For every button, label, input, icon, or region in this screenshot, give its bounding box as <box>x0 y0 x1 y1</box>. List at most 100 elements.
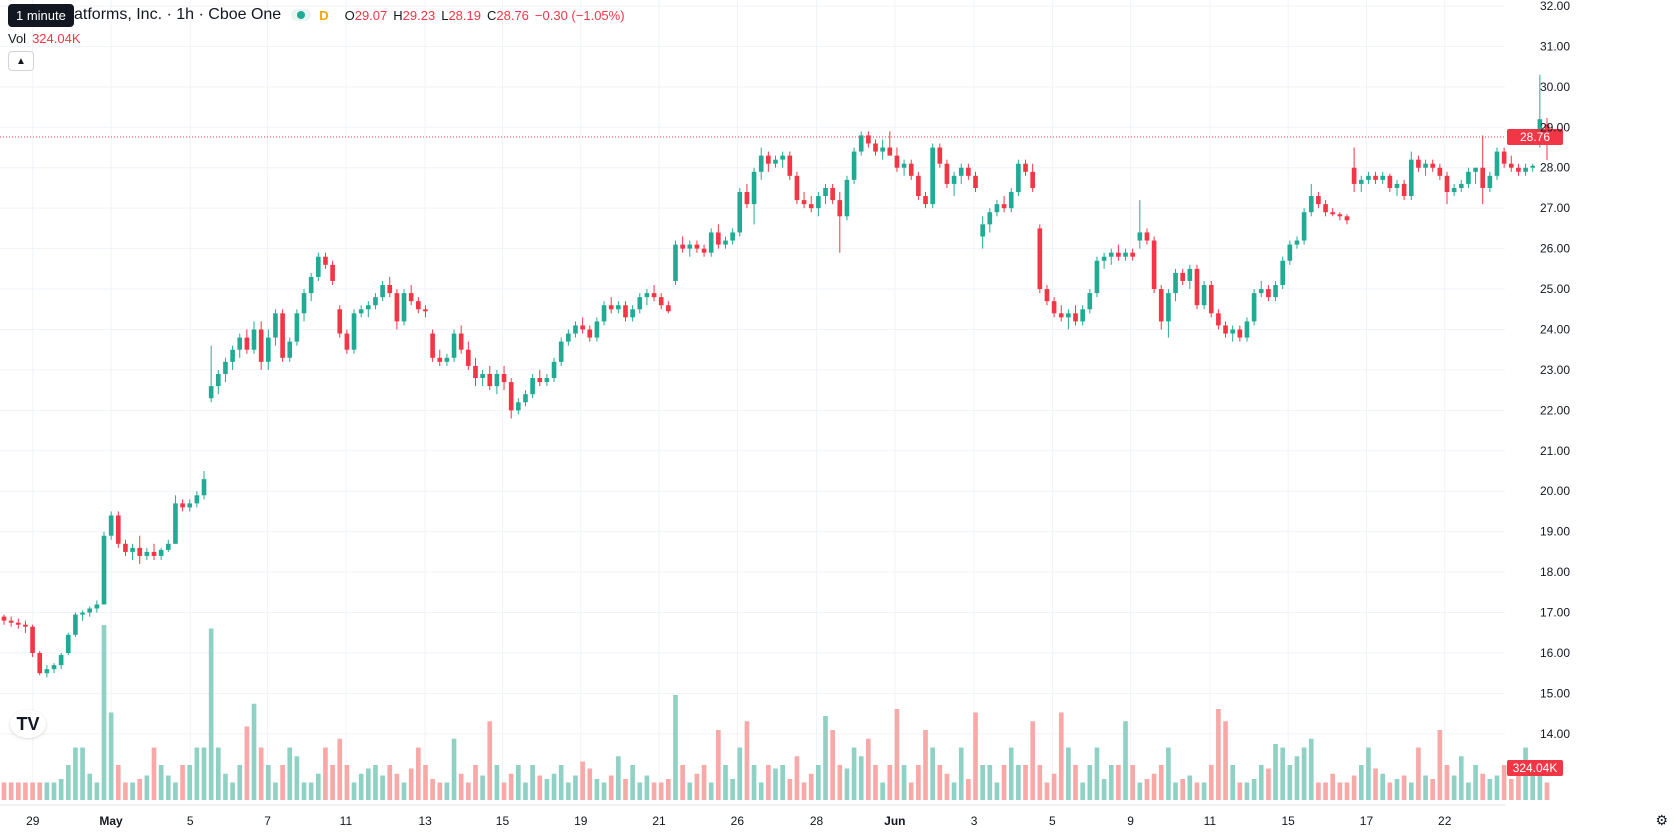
volume-bar <box>944 773 950 800</box>
volume-bar <box>1516 765 1521 800</box>
candle-body <box>566 333 571 342</box>
open-key: O <box>344 7 355 23</box>
candle-body <box>1401 183 1407 197</box>
candle-body <box>1323 204 1328 213</box>
candle-body <box>1066 313 1071 318</box>
candle-body <box>958 167 964 176</box>
volume-bar <box>887 765 893 800</box>
volume-bar <box>94 782 100 800</box>
candle-body <box>1344 216 1350 221</box>
chart-grid <box>0 0 1505 800</box>
volume-bar <box>423 765 428 800</box>
symbol-title[interactable]: atforms, Inc. · 1h · Cboe One <box>74 6 282 23</box>
candle-body <box>530 378 535 395</box>
candle-body <box>651 293 657 298</box>
volume-bar <box>1194 782 1200 800</box>
candle-body <box>144 551 150 556</box>
volume-bar <box>73 747 78 800</box>
candle-body <box>1430 163 1436 168</box>
candle-body <box>1337 214 1343 217</box>
y-tick-label: 24.00 <box>1540 322 1570 336</box>
volume-bar <box>1316 782 1321 800</box>
candle-body <box>158 549 164 556</box>
candle-body <box>1273 285 1278 298</box>
volume-bar <box>115 765 121 800</box>
volume-bar <box>1058 712 1064 800</box>
volume-bar <box>1394 779 1400 800</box>
candle-body <box>916 175 921 197</box>
volume-bar <box>1180 779 1186 800</box>
candle-body <box>1523 167 1528 172</box>
candle-body <box>737 192 743 233</box>
candle-body <box>887 147 893 156</box>
interval-badge[interactable]: D <box>319 7 329 23</box>
volume-bar <box>330 765 335 800</box>
y-tick-label: 22.00 <box>1540 403 1570 417</box>
volume-bar <box>187 765 193 800</box>
candle-body <box>1408 159 1414 197</box>
candle-body <box>1023 163 1028 172</box>
candle-body <box>1330 212 1336 215</box>
candle-body <box>287 341 293 358</box>
candle-body <box>573 325 578 334</box>
volume-bar <box>1087 765 1093 800</box>
candle-body <box>1480 167 1486 188</box>
candle-body <box>1266 289 1271 298</box>
candle-body <box>473 365 478 379</box>
volume-bar <box>194 747 200 800</box>
settings-gear-icon[interactable]: ⚙ <box>1655 812 1668 828</box>
candle-body <box>1087 293 1093 310</box>
volume-bar <box>1458 756 1464 800</box>
time-axis[interactable]: 29 May 5 7 11 13 15 19 21 26 28 Jun 3 5 9 11 15 17 22 <box>0 804 1505 828</box>
candle-body <box>973 175 978 188</box>
volume-bar <box>416 747 421 800</box>
volume-bar <box>616 756 621 800</box>
candle-body <box>851 151 857 180</box>
market-status-badge[interactable] <box>291 9 312 21</box>
volume-bar <box>1108 765 1114 800</box>
candle-body <box>1123 252 1128 257</box>
candle-body <box>1137 232 1143 241</box>
volume-bar <box>287 747 293 800</box>
volume-bar <box>1166 747 1171 800</box>
candle-body <box>1001 204 1007 209</box>
candle-body <box>1008 192 1014 209</box>
x-tick-label: 5 <box>187 814 194 828</box>
y-tick-label: 30.00 <box>1540 80 1570 94</box>
candle-body <box>408 293 414 302</box>
candle-body <box>380 285 385 298</box>
volume-bar <box>1144 779 1150 800</box>
interval-tooltip: 1 minute <box>8 4 74 27</box>
volume-bar <box>651 782 657 800</box>
candle-body <box>694 244 700 249</box>
volume-value: 324.04K <box>32 31 81 46</box>
volume-bar <box>23 782 28 800</box>
candle-body <box>487 373 493 387</box>
volume-bar <box>101 625 107 800</box>
volume-bar <box>158 765 164 800</box>
candle-body <box>1208 285 1214 314</box>
candle-body <box>908 163 914 176</box>
volume-bar <box>1151 773 1157 800</box>
candle-body <box>1423 163 1428 168</box>
volume-bars <box>1 625 1550 800</box>
volume-bar <box>15 782 21 800</box>
volume-bar <box>1301 747 1307 800</box>
volume-bar <box>894 709 900 800</box>
tradingview-logo-icon[interactable]: TV <box>10 710 46 738</box>
volume-bar <box>601 782 607 800</box>
x-tick-label: 21 <box>652 814 666 828</box>
collapse-legend-button[interactable]: ▲ <box>8 51 34 71</box>
last-price-tag <box>1507 129 1563 146</box>
candle-body <box>508 382 514 411</box>
candle-body <box>587 329 593 338</box>
x-tick-label: 3 <box>971 814 978 828</box>
volume-bar <box>451 738 457 800</box>
volume-bar <box>980 765 985 800</box>
candle-body <box>1051 301 1057 314</box>
candle-body <box>801 200 807 205</box>
volume-bar <box>487 721 493 800</box>
price-axis[interactable]: 32.00 31.00 30.00 29.00 28.00 27.00 26.00 25.00… <box>1540 0 1570 741</box>
volume-bar <box>930 747 935 800</box>
